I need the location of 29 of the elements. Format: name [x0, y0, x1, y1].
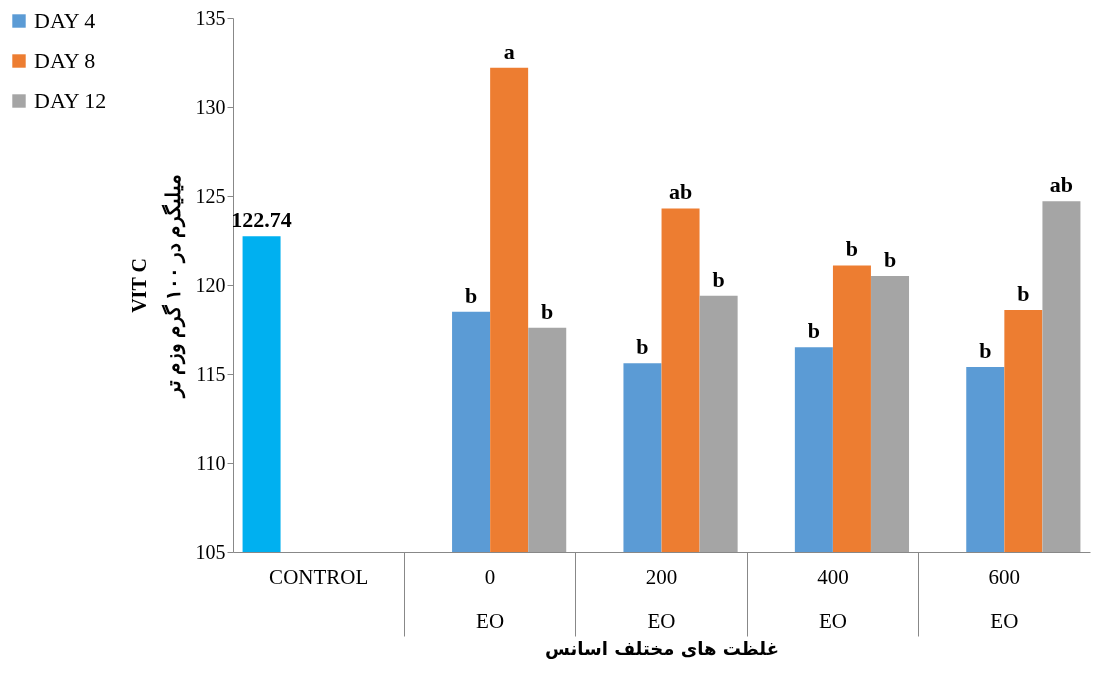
data-label: 122.74 — [231, 207, 292, 233]
data-label: b — [807, 318, 820, 344]
x-tick-label: 0 EO — [476, 564, 505, 633]
data-label: b — [712, 266, 725, 292]
data-label: b — [464, 282, 478, 308]
y-tick-label: 125 — [195, 184, 226, 207]
data-label: b — [1017, 280, 1030, 306]
data-label: b — [541, 298, 554, 324]
legend-label: DAY 8 — [34, 48, 96, 73]
data-label: b — [636, 334, 649, 360]
y-tick-label: 120 — [195, 273, 226, 296]
legend-label: DAY 4 — [34, 8, 96, 33]
y-tick-label: 130 — [195, 95, 226, 118]
legend-label: DAY 12 — [34, 88, 107, 113]
y-tick-label: 110 — [196, 451, 226, 474]
x-tick-label: CONTROL — [269, 564, 369, 589]
x-tick-label: 200 EO — [645, 564, 678, 633]
y-tick-label: 115 — [196, 362, 226, 385]
x-tick-label: 600 EO — [988, 564, 1021, 633]
data-label: ab — [1049, 172, 1074, 198]
data-label: b — [845, 236, 859, 262]
x-tick-label: 400 EO — [817, 564, 849, 633]
y-tick-label: 105 — [195, 540, 226, 563]
data-label: a — [503, 38, 515, 64]
data-label: b — [883, 247, 897, 273]
data-label: ab — [668, 179, 693, 205]
data-label: b — [979, 337, 992, 363]
x-axis-title: غلظت های مختلف اسانس — [545, 638, 779, 659]
y-tick-label: 135 — [195, 6, 226, 29]
